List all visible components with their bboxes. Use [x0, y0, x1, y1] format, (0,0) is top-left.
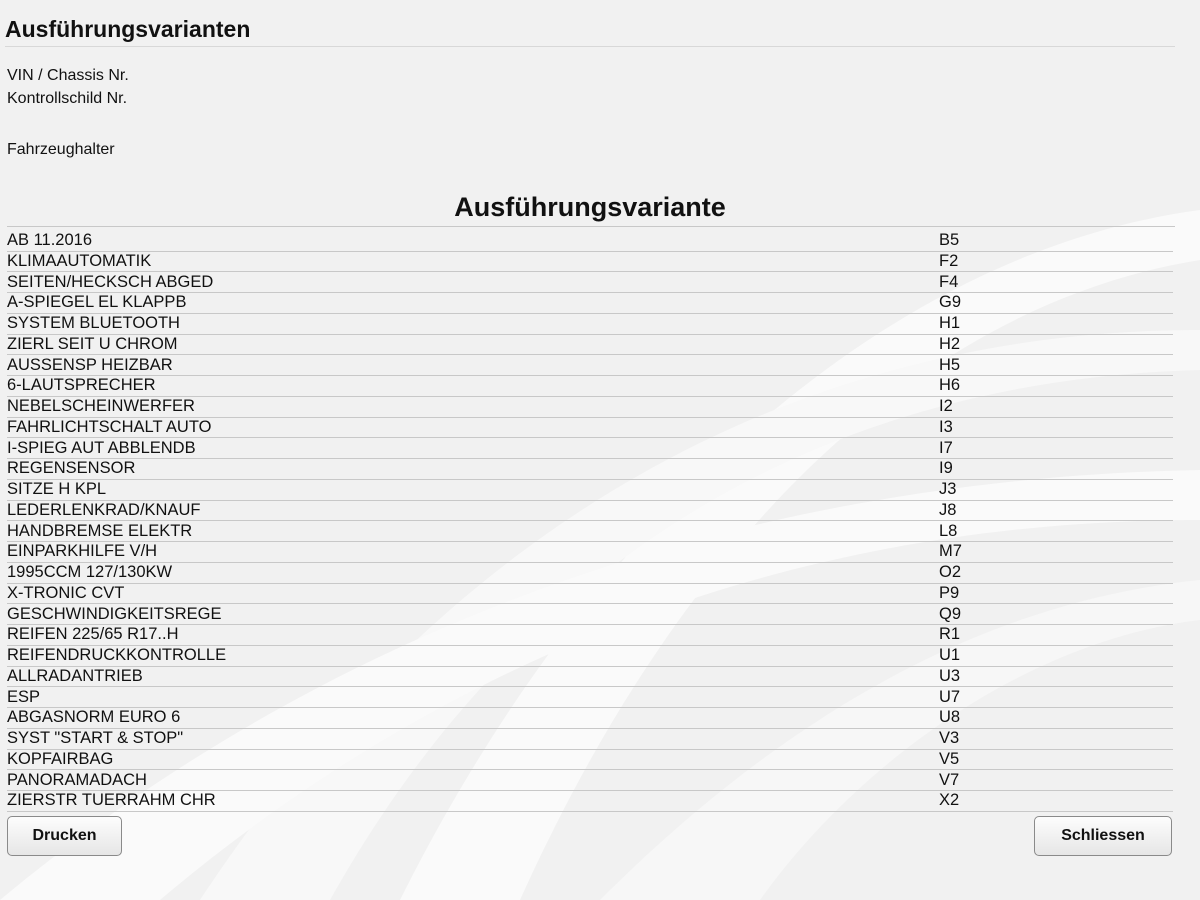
row-code: U7	[939, 687, 961, 706]
row-code: H5	[939, 355, 961, 374]
row-code: V3	[939, 729, 960, 747]
row-label: SYST "START & STOP"	[7, 729, 184, 747]
row-code: P9	[939, 583, 960, 602]
row-label: GESCHWINDIGKEITSREGE	[7, 604, 222, 623]
row-label: ALLRADANTRIEB	[7, 666, 143, 685]
row-code: V7	[939, 770, 960, 789]
table-row: AB 11.2016 B5	[7, 231, 1173, 252]
row-code: J8	[939, 500, 957, 519]
table-row: ZIERL SEIT U CHROM H2	[7, 335, 1173, 356]
table-row: AUSSENSP HEIZBAR H5	[7, 356, 1173, 377]
table-row: EINPARKHILFE V/H M7	[7, 542, 1173, 563]
table-row: 6-LAUTSPRECHER H6	[7, 376, 1173, 397]
row-label: REGENSENSOR	[7, 459, 136, 478]
row-label: 6-LAUTSPRECHER	[7, 376, 156, 395]
table-row: REIFENDRUCKKONTROLLE U1	[7, 646, 1173, 667]
row-label: REIFENDRUCKKONTROLLE	[7, 646, 227, 664]
row-code: Q9	[939, 604, 962, 623]
row-code: B5	[939, 231, 960, 249]
table-rule	[7, 226, 1175, 227]
row-code: I9	[939, 459, 953, 478]
row-code: G9	[939, 293, 962, 312]
row-code: M7	[939, 542, 962, 561]
print-button[interactable]: Drucken	[7, 816, 122, 856]
field-label: VIN / Chassis Nr.	[7, 67, 129, 84]
row-label: X-TRONIC CVT	[7, 583, 125, 602]
close-button[interactable]: Schliessen	[1034, 816, 1172, 856]
row-code: H1	[939, 314, 961, 332]
field-label: Kontrollschild Nr.	[7, 90, 128, 107]
table-row: HANDBREMSE ELEKTR L8	[7, 522, 1173, 543]
table-row: X-TRONIC CVT P9	[7, 584, 1173, 605]
row-code: X2	[939, 791, 960, 810]
row-label: ZIERL SEIT U CHROM	[7, 334, 178, 353]
row-label: SITZE H KPL	[7, 480, 107, 498]
table-row: ALLRADANTRIEB U3	[7, 667, 1173, 688]
table-row: ESP U7	[7, 688, 1173, 709]
row-label: ZIERSTR TUERRAHM CHR	[7, 791, 216, 810]
table-row: A-SPIEGEL EL KLAPPB G9	[7, 293, 1173, 314]
row-label: AB 11.2016	[7, 231, 93, 249]
table-row: SEITEN/HECKSCH ABGED F4	[7, 273, 1173, 294]
row-code: U3	[939, 666, 961, 685]
row-code: I2	[939, 397, 953, 415]
row-label: KOPFAIRBAG	[7, 749, 114, 768]
row-label: PANORAMADACH	[7, 770, 147, 789]
section-title: Ausführungsvariante	[454, 192, 726, 222]
row-label: KLIMAAUTOMATIK	[7, 251, 152, 270]
table-row: SYST "START & STOP" V3	[7, 729, 1173, 750]
page-title: Ausführungsvarianten	[5, 16, 251, 42]
row-code: F4	[939, 272, 959, 291]
row-code: F2	[939, 251, 959, 270]
row-code: V5	[939, 749, 960, 768]
row-code: O2	[939, 563, 962, 581]
row-label: LEDERLENKRAD/KNAUF	[7, 500, 201, 519]
row-code: I7	[939, 438, 953, 457]
row-code: U8	[939, 708, 961, 727]
table-row: KLIMAAUTOMATIK F2	[7, 252, 1173, 273]
row-label: ABGASNORM EURO 6	[7, 708, 181, 727]
row-label: I-SPIEG AUT ABBLENDB	[7, 438, 196, 457]
table-row: FAHRLICHTSCHALT AUTO I3	[7, 418, 1173, 439]
table-row: 1995CCM 127/130KW O2	[7, 563, 1173, 584]
table-row: GESCHWINDIGKEITSREGE Q9	[7, 605, 1173, 626]
row-label: FAHRLICHTSCHALT AUTO	[7, 417, 212, 436]
row-label: EINPARKHILFE V/H	[7, 542, 158, 561]
row-label: HANDBREMSE ELEKTR	[7, 521, 193, 540]
table-row: REIFEN 225/65 R17..H R1	[7, 625, 1173, 646]
row-label: A-SPIEGEL EL KLAPPB	[7, 293, 187, 312]
row-code: H6	[939, 376, 961, 395]
row-code: U1	[939, 646, 961, 664]
row-label: REIFEN 225/65 R17..H	[7, 625, 179, 644]
row-code: R1	[939, 625, 961, 644]
row-label: NEBELSCHEINWERFER	[7, 397, 195, 415]
table-row: KOPFAIRBAG V5	[7, 750, 1173, 771]
row-code: I3	[939, 417, 953, 436]
table-row: ZIERSTR TUERRAHM CHR X2	[7, 791, 1173, 812]
table-row: I-SPIEG AUT ABBLENDB I7	[7, 439, 1173, 460]
table-row: REGENSENSOR I9	[7, 459, 1173, 480]
row-label: 1995CCM 127/130KW	[7, 563, 173, 581]
table-row: LEDERLENKRAD/KNAUF J8	[7, 501, 1173, 522]
table-row: SITZE H KPL J3	[7, 480, 1173, 501]
table-row: ABGASNORM EURO 6 U8	[7, 708, 1173, 729]
field-label: Fahrzeughalter	[7, 141, 115, 158]
row-code: H2	[939, 334, 961, 353]
table-row: SYSTEM BLUETOOTH H1	[7, 314, 1173, 335]
row-code: L8	[939, 521, 958, 540]
row-label: SYSTEM BLUETOOTH	[7, 314, 180, 332]
row-code: J3	[939, 480, 957, 498]
row-label: AUSSENSP HEIZBAR	[7, 355, 173, 374]
table-row: NEBELSCHEINWERFER I2	[7, 397, 1173, 418]
row-label: SEITEN/HECKSCH ABGED	[7, 272, 214, 291]
title-rule	[5, 46, 1175, 47]
table-row: PANORAMADACH V7	[7, 771, 1173, 792]
row-label: ESP	[7, 687, 41, 706]
